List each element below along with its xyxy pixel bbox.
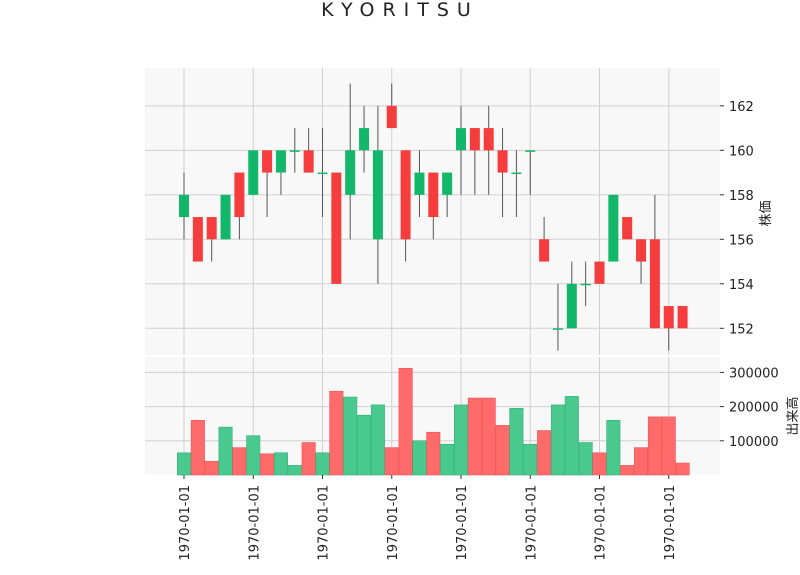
candle-body [400, 150, 411, 240]
price-tick-label: 156 [729, 233, 754, 248]
volume-bar [357, 414, 372, 476]
volume-bar [329, 390, 344, 476]
volume-bar [550, 404, 565, 476]
volume-bar [426, 431, 441, 476]
x-tick-label: 1970-01-01 [386, 485, 401, 561]
candle-body [636, 239, 647, 262]
volume-bar [287, 465, 302, 476]
candle-body [331, 172, 342, 284]
candle-body [483, 128, 494, 151]
volume-bar [661, 416, 676, 476]
volume-bar [634, 447, 649, 476]
candle-body [552, 328, 563, 330]
candle-body [303, 150, 314, 173]
candle-body [248, 150, 259, 195]
volume-bar [537, 430, 552, 476]
candle-body [442, 172, 453, 195]
volume-bar [509, 408, 524, 476]
price-tick-label: 152 [729, 322, 754, 337]
volume-bar [453, 404, 468, 476]
x-tick-label: 1970-01-01 [663, 485, 678, 561]
volume-bar [412, 440, 427, 476]
volume-bar [592, 452, 607, 476]
volume-bar [440, 443, 455, 476]
price-axis-label: 株価 [759, 200, 774, 226]
candle-body [663, 306, 674, 329]
candle-body [275, 150, 286, 173]
volume-bar [232, 447, 247, 476]
candle-body [206, 217, 217, 240]
volume-bar [523, 443, 538, 476]
candle-body [622, 217, 633, 240]
candle-body [317, 172, 328, 175]
volume-bar [315, 452, 330, 476]
candle-body [386, 105, 397, 129]
candle-body [580, 283, 591, 286]
volume-bar [564, 396, 579, 476]
volume-bar [578, 442, 593, 476]
volume-bar [190, 419, 205, 476]
price-tick-label: 154 [729, 278, 754, 293]
candle-body [608, 194, 619, 262]
volume-bar [246, 435, 261, 476]
volume-bar [218, 426, 233, 476]
volume-axis-label: 出来高 [785, 396, 800, 435]
candles [179, 83, 688, 351]
volume-bar [467, 397, 482, 476]
candle-body [469, 128, 480, 151]
axes: 152 154 156 158 160 162 100000 200000 300000 株価出来… [178, 100, 800, 561]
candle-body [511, 172, 522, 175]
volume-bar [204, 461, 219, 476]
volume-bar [647, 416, 662, 476]
candle-body [497, 150, 508, 173]
volume-bar [675, 462, 690, 476]
volume-bar [343, 396, 358, 476]
candle-body [192, 217, 203, 262]
candle-body [179, 194, 189, 218]
candle-body [525, 150, 536, 152]
candle-body [234, 172, 245, 218]
volume-tick-label: 100000 [729, 435, 779, 450]
volume-bar [495, 425, 510, 476]
chart-title: KYORITSU [321, 0, 479, 21]
candle-body [345, 150, 356, 195]
candle-body [456, 128, 466, 151]
volume-tick-label: 300000 [729, 366, 779, 381]
x-tick-label: 1970-01-01 [594, 485, 609, 561]
volume-bar [384, 447, 399, 476]
candle-body [649, 239, 660, 329]
candle-body [428, 172, 439, 218]
x-tick-label: 1970-01-01 [247, 485, 262, 561]
price-tick-label: 160 [729, 144, 754, 159]
volume-bar [620, 465, 635, 476]
x-tick-label: 1970-01-01 [524, 485, 539, 561]
candle-body [414, 172, 425, 195]
x-tick-label: 1970-01-01 [178, 485, 193, 561]
candle-body [359, 128, 370, 151]
volume-bars [177, 367, 690, 476]
volume-bar [177, 452, 192, 476]
candle-body [594, 261, 605, 284]
candle-body [372, 150, 383, 240]
volume-bar [260, 453, 275, 476]
volume-bar [481, 397, 496, 476]
candle-body [539, 239, 550, 262]
candle-body [262, 150, 273, 173]
candle-body [220, 194, 231, 240]
candle-body [677, 306, 688, 329]
volume-bar [273, 452, 288, 476]
candle-body [566, 283, 577, 329]
volume-bar [370, 404, 385, 476]
volume-bar [301, 442, 316, 476]
x-tick-label: 1970-01-01 [455, 485, 470, 561]
volume-bar [606, 419, 621, 476]
candle-body [289, 150, 300, 152]
x-tick-label: 1970-01-01 [317, 485, 332, 561]
volume-bar [398, 367, 413, 476]
price-tick-label: 158 [729, 189, 754, 204]
volume-tick-label: 200000 [729, 401, 779, 416]
price-tick-label: 162 [729, 100, 754, 115]
